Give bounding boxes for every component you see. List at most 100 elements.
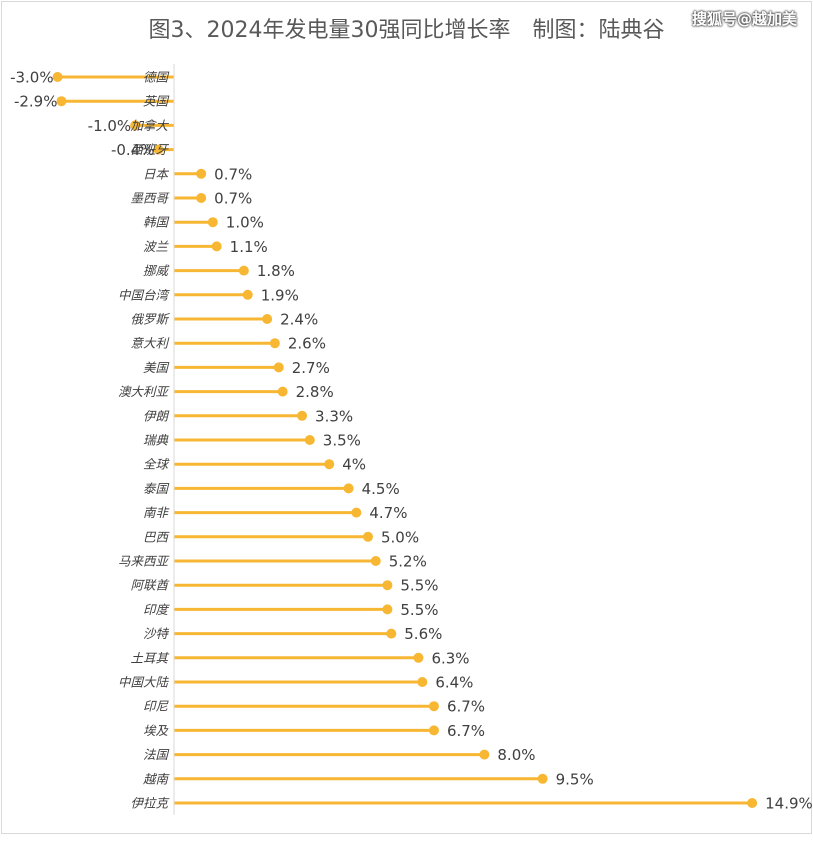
bar-dot-row-28 — [479, 749, 490, 760]
category-label: 南非 — [143, 505, 170, 520]
category-label: 中国台湾 — [118, 287, 171, 302]
category-label: 阿联酋 — [130, 578, 170, 593]
chart-title: 图3、2024年发电量30强同比增长率 制图：陆典谷 — [148, 18, 665, 43]
bar-dot-row-17 — [343, 483, 354, 494]
category-label: 泰国 — [143, 481, 170, 496]
value-label: 5.0% — [381, 528, 419, 546]
value-label: -3.0% — [10, 69, 54, 87]
bar-dot-row-27 — [428, 725, 439, 736]
category-label: 伊朗 — [143, 408, 170, 423]
category-label: 巴西 — [143, 529, 171, 544]
category-label: 沙特 — [143, 626, 170, 641]
bar-dot-row-29 — [537, 773, 548, 784]
value-label: 8.0% — [497, 746, 535, 764]
value-label: 6.3% — [431, 649, 469, 667]
value-label: 4.7% — [369, 504, 407, 522]
category-label: 墨西哥 — [130, 191, 170, 206]
value-label: 0.7% — [214, 190, 252, 208]
value-label: 5.5% — [400, 601, 438, 619]
bar-dot-row-19 — [363, 531, 373, 542]
bar-dot-row-15 — [304, 435, 315, 445]
category-label: 伊拉克 — [130, 796, 169, 811]
bar-dot-row-13 — [277, 386, 288, 397]
bar-dot-row-0 — [52, 72, 63, 82]
value-label: -0.4% — [111, 141, 155, 159]
watermark: 搜狐号@越加美 — [691, 10, 797, 28]
category-label: 意大利 — [130, 336, 169, 351]
value-label: 1.0% — [226, 214, 264, 232]
bar-dot-row-9 — [242, 289, 253, 300]
category-labels: 德国英国加拿大西班牙日本墨西哥韩国波兰挪威中国台湾俄罗斯意大利美国澳大利亚伊朗瑞… — [118, 70, 171, 811]
category-label: 埃及 — [143, 723, 170, 738]
value-label: 2.8% — [296, 383, 334, 401]
bar-dot-row-6 — [207, 217, 218, 228]
category-label: 俄罗斯 — [130, 312, 170, 327]
category-label: 瑞典 — [143, 433, 170, 448]
category-label: 挪威 — [143, 263, 171, 278]
category-label: 韩国 — [143, 215, 170, 230]
bar-dot-row-1 — [56, 96, 67, 107]
category-label: 波兰 — [143, 239, 170, 254]
bar-dot-row-3 — [153, 144, 164, 155]
bar-dot-row-2 — [130, 120, 141, 131]
value-label: 1.8% — [257, 262, 295, 280]
category-label: 美国 — [143, 360, 170, 375]
value-label: 3.5% — [323, 432, 361, 450]
value-label: 6.4% — [435, 674, 473, 692]
category-label: 日本 — [143, 166, 170, 181]
category-label: 中国大陆 — [118, 675, 170, 690]
bar-dot-row-20 — [370, 556, 381, 566]
bar-dot-row-10 — [262, 314, 273, 324]
value-label: 6.7% — [447, 698, 485, 716]
value-label: 5.6% — [404, 625, 442, 643]
value-label: 2.4% — [280, 311, 318, 329]
value-label: 14.9% — [765, 795, 813, 813]
value-label: -1.0% — [88, 117, 132, 135]
bar-dot-row-30 — [747, 798, 758, 808]
bar-dot-row-12 — [273, 362, 284, 373]
bar-dot-row-18 — [351, 507, 362, 518]
bar-dot-row-4 — [196, 168, 207, 179]
bar-dot-row-22 — [382, 604, 393, 615]
value-label: 3.3% — [315, 407, 353, 425]
value-label: 9.5% — [556, 770, 594, 788]
category-label: 越南 — [143, 771, 171, 786]
bar-dot-row-7 — [211, 241, 222, 252]
value-label: 0.7% — [214, 165, 252, 183]
value-label: 5.2% — [389, 553, 427, 571]
value-label: 2.7% — [292, 359, 330, 377]
bar-dot-row-14 — [297, 410, 308, 421]
bar-dot-row-5 — [196, 193, 207, 203]
bar-dot-row-21 — [382, 580, 393, 591]
bar-dot-row-8 — [238, 265, 249, 276]
bar-dot-row-11 — [269, 338, 280, 349]
category-label: 法国 — [143, 747, 170, 762]
bar-dot-row-25 — [417, 677, 428, 687]
value-label: 1.9% — [261, 286, 299, 304]
value-label: 4% — [342, 456, 366, 474]
category-label: 全球 — [143, 457, 171, 472]
value-label: 5.5% — [400, 577, 438, 595]
value-label: 4.5% — [362, 480, 400, 498]
category-label: 土耳其 — [130, 650, 169, 665]
chart-bars — [52, 72, 758, 808]
bar-dot-row-24 — [413, 652, 424, 663]
value-label: 1.1% — [230, 238, 268, 256]
value-labels: -3.0% -2.9% -1.0% -0.4% 0.7% 0.7% 1.0% 1.1% 1.8%… — [10, 69, 813, 813]
bar-dot-row-16 — [324, 459, 335, 470]
category-label: 印尼 — [143, 699, 170, 714]
bar-dot-row-23 — [386, 628, 397, 639]
value-label: -2.9% — [14, 93, 58, 111]
value-label: 6.7% — [447, 722, 485, 740]
category-label: 德国 — [143, 70, 170, 85]
value-label: 2.6% — [288, 335, 326, 353]
bar-dot-row-26 — [428, 701, 439, 712]
category-label: 加拿大 — [130, 118, 169, 133]
category-label: 印度 — [143, 602, 171, 617]
category-label: 西班牙 — [130, 142, 169, 157]
category-label: 澳大利亚 — [118, 384, 171, 399]
category-label: 马来西亚 — [118, 554, 171, 569]
category-label: 英国 — [143, 94, 170, 109]
